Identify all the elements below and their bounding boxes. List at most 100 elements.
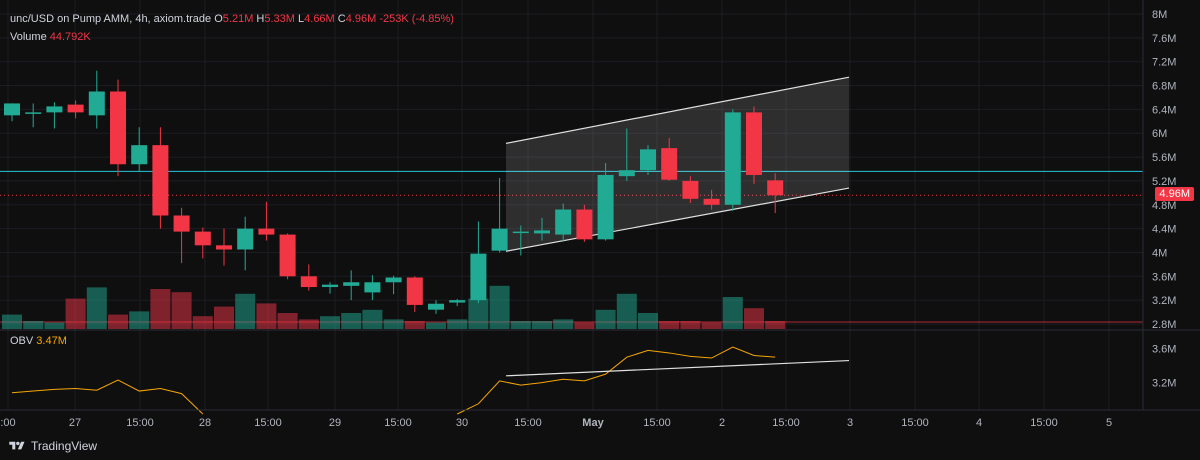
candle-body [555,209,572,235]
obv-line [456,346,776,415]
volume-bar [23,321,44,329]
candle-body [767,180,784,196]
x-tick-label: 27 [69,417,81,429]
volume-bar [362,309,383,329]
volume-bar [765,321,786,329]
candle-body [258,228,275,235]
candle-body [428,303,444,310]
open-label: O [214,13,223,25]
tradingview-logo-icon [9,441,25,450]
candle-body [322,284,338,288]
candle-body [25,112,42,114]
high-label: H [256,13,265,25]
volume-bar [256,303,277,329]
candle-body [385,277,402,283]
volume-bar [44,322,65,329]
candle-body [110,91,126,165]
x-tick-label: 15:00 [126,417,154,429]
candle-body [682,180,699,199]
x-tick-label: 15:00 [643,417,671,429]
x-tick-label: 15:00 [514,417,542,429]
x-tick-label: 15:00 [901,417,929,429]
volume-value: 44.792K [49,31,91,43]
candle-body [449,300,466,303]
volume-bar [150,289,171,329]
x-tick-label: 30 [456,417,468,429]
x-tick-label: 4 [976,417,982,429]
volume-label: Volume [10,31,47,43]
tradingview-footer[interactable]: TradingView [8,439,97,453]
chart-legend: unc/USD on Pump AMM, 4h, axiom.trade O5.… [10,10,454,46]
volume-bar [553,319,574,329]
volume-bar [447,319,468,329]
volume-bar [722,297,743,329]
y-tick-label: 4M [1152,247,1167,259]
volume-bar [129,311,150,329]
x-tick-label: 28 [199,417,211,429]
obv-y-tick-label: 3.2M [1152,378,1176,390]
x-tick-label: 3 [847,417,853,429]
x-tick-label: 15:00 [772,417,800,429]
x-tick-label: :00 [0,417,15,429]
volume-bar [638,313,658,329]
candle-body [343,282,360,286]
y-tick-label: 5.2M [1152,176,1176,188]
volume-bar [383,319,404,329]
obv-line [11,379,204,415]
close-label: C [337,13,346,25]
volume-bar [468,298,489,329]
candle-body [237,228,254,250]
volume-bar [404,321,425,329]
low-label: L [298,13,305,25]
x-tick-label: 15:00 [254,417,282,429]
y-tick-label: 4.4M [1152,224,1176,236]
low-value: 4.66M [304,13,335,25]
candle-body [216,245,232,250]
obv-pane [11,346,850,415]
candle-body [67,104,84,113]
volume-bar [320,316,340,329]
x-tick-label: 29 [329,417,341,429]
volume-bar [214,306,234,329]
volume-bar [235,293,256,329]
candle-body [703,198,720,205]
volume-bar [2,314,22,329]
candle-body [131,145,148,165]
candle-body [470,253,487,301]
volume-bar [595,309,616,329]
candle-body [640,149,656,171]
volume-bar [86,287,107,329]
candle-body [279,234,296,277]
candle-body [491,228,508,251]
volume-bar [171,292,192,329]
volume-bar [510,321,531,329]
y-tick-label: 6M [1152,128,1167,140]
candle-body [406,277,423,305]
change-value: -253K (-4.85%) [379,13,454,25]
axes: 8M 7.6M 7.2M 6.8M 6.4M 6M 5.6M 5.2M 4.8M 4.4M 4M 3.… [0,0,1200,429]
obv-label: OBV [10,335,34,347]
candle-body [194,231,211,246]
volume-bar [744,308,764,329]
candle-body [534,230,550,234]
y-tick-label: 5.6M [1152,152,1176,164]
candles [4,70,784,314]
volume-bar [426,322,446,329]
volume-bar [680,321,701,329]
x-tick-label: 5 [1106,417,1112,429]
volume-bar [65,298,86,329]
candle-body [46,106,63,113]
candle-body [724,112,741,205]
x-tick-label: 15:00 [384,417,412,429]
obv-legend: OBV 3.47M [10,335,67,347]
volume-bar [298,319,319,329]
y-tick-label: 2.8M [1152,319,1176,331]
candle-body [512,231,529,234]
volume-bar [341,313,362,329]
y-tick-label: 3.2M [1152,295,1176,307]
high-value: 5.33M [264,13,295,25]
tradingview-brand: TradingView [31,439,98,453]
open-value: 5.21M [222,13,254,25]
